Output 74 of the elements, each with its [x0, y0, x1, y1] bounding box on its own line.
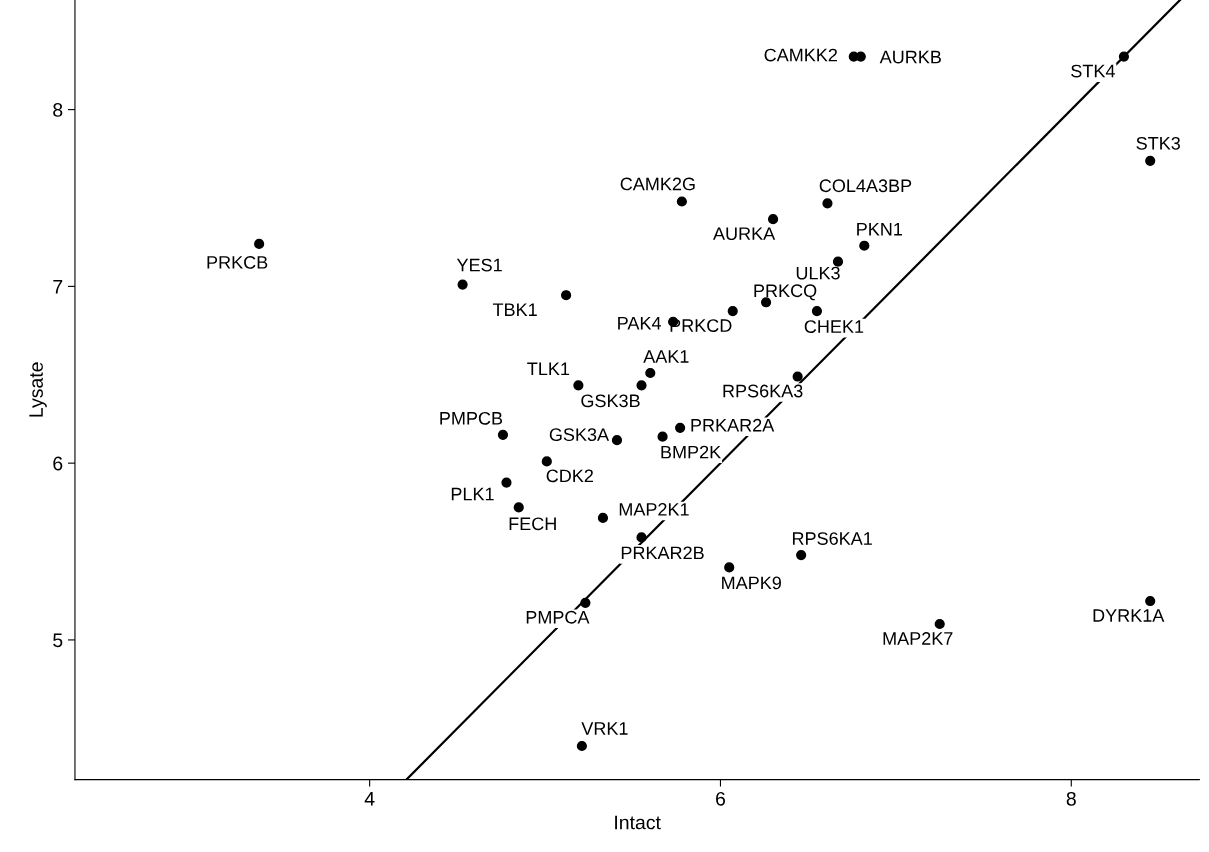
annotation: PRKAR2A	[691, 418, 775, 432]
point	[611, 435, 623, 446]
annotation: TBK1	[492, 303, 537, 316]
point	[859, 240, 870, 251]
annotation: PKN1	[857, 222, 902, 236]
y-tick-label: 7	[53, 280, 63, 294]
point	[1145, 155, 1156, 166]
point	[727, 306, 738, 317]
annotation: PMPCB	[440, 411, 503, 425]
point	[457, 279, 468, 290]
annotation: MAPK9	[722, 576, 781, 590]
point	[822, 198, 833, 209]
annotation: CDK2	[546, 469, 593, 483]
annotation: CHEK1	[804, 320, 864, 333]
annotation: ULK3	[796, 266, 840, 280]
x-tick-label: 4	[364, 792, 375, 806]
point	[636, 380, 647, 391]
x-axis-title: Intact	[615, 815, 661, 830]
annotation: STK3	[1136, 136, 1180, 150]
point	[676, 196, 687, 207]
annotation: RPS6KA3	[723, 384, 803, 398]
annotation: PMPCA	[526, 610, 590, 624]
annotation: MAP2K7	[883, 632, 953, 645]
point	[513, 502, 524, 513]
annotation: PLK1	[451, 487, 494, 501]
annotation: AURKA	[713, 227, 776, 241]
point	[675, 422, 686, 433]
point	[497, 429, 509, 440]
annotation: AAK1	[643, 350, 689, 363]
annotation: MAP2K1	[619, 503, 689, 516]
point	[576, 740, 587, 752]
y-tick-label: 8	[53, 103, 63, 117]
point	[832, 256, 844, 267]
point	[561, 290, 572, 301]
annotation: COL4A3BP	[819, 179, 912, 193]
annotation: GSK3A	[549, 428, 610, 442]
annotation: AURKB	[879, 50, 941, 64]
point	[796, 549, 807, 561]
annotation: PRKCQ	[754, 284, 817, 301]
annotation: RPS6KA1	[792, 532, 872, 545]
annotation: PRKCB	[207, 256, 268, 269]
point	[767, 214, 779, 225]
annotation: VRK1	[581, 722, 628, 735]
point	[1145, 595, 1156, 607]
point	[811, 306, 823, 317]
y-axis-title: Lysate	[29, 362, 47, 417]
point	[645, 367, 656, 379]
point	[1118, 51, 1129, 62]
annotation: CAMK2G	[620, 177, 695, 191]
annotation: TLK1	[527, 362, 570, 376]
annotation: FECH	[509, 517, 556, 531]
point	[636, 532, 647, 543]
point	[597, 512, 609, 524]
annotation: GSK3B	[581, 394, 640, 408]
point	[724, 562, 735, 573]
point	[657, 431, 668, 442]
annotation: DYRK1A	[1093, 609, 1165, 622]
annotation: PAK4	[618, 316, 661, 330]
x-tick-label: 6	[716, 791, 726, 806]
y-tick-label: 6	[53, 456, 63, 471]
annotation: YES1	[456, 258, 502, 272]
annotation: STK4	[1071, 64, 1115, 78]
point	[254, 238, 265, 250]
annotation: CAMKK2	[764, 48, 837, 62]
annotation: BMP2K	[661, 445, 721, 459]
point	[541, 456, 552, 467]
point	[934, 618, 945, 630]
point	[501, 477, 512, 488]
point	[580, 597, 591, 608]
y-tick-label: 5	[53, 633, 63, 648]
annotation: PRKAR2B	[621, 546, 704, 560]
point	[792, 371, 803, 382]
x-tick-label: 8	[1066, 791, 1076, 806]
point	[573, 380, 584, 391]
